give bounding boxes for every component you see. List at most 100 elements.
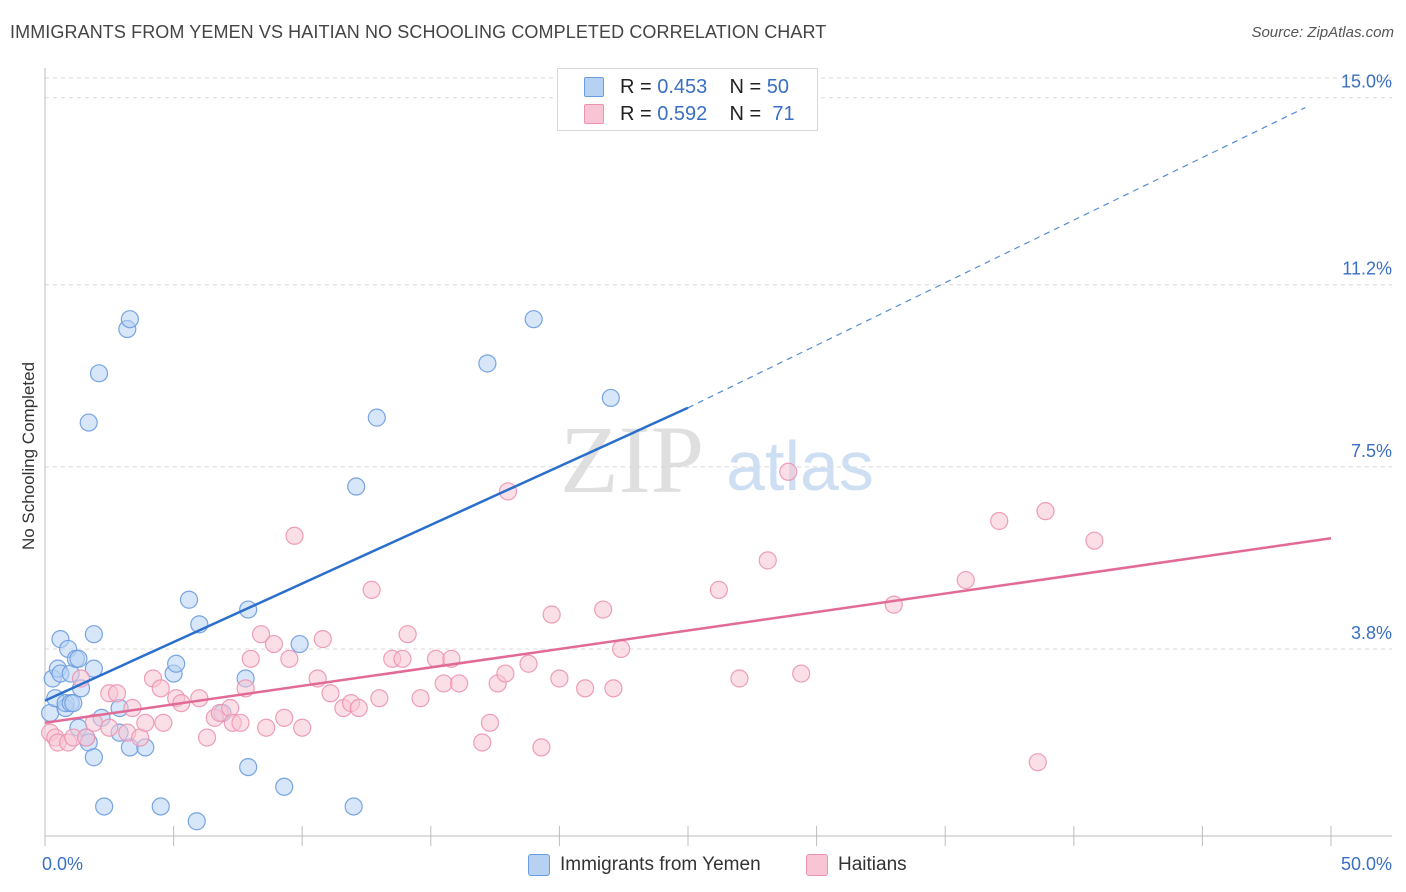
haitian-point: [473, 733, 492, 752]
haitian-point: [313, 630, 332, 649]
n-label: N =: [729, 76, 762, 98]
haitian-point: [241, 649, 260, 668]
haitian-point: [257, 718, 276, 737]
haitian-point: [231, 713, 250, 732]
y-tick-label: 15.0%: [1341, 72, 1392, 92]
haitian-point: [730, 669, 749, 688]
yemen-point: [69, 649, 88, 668]
y-axis-title: No Schooling Completed: [19, 362, 38, 550]
haitian-point: [576, 679, 595, 698]
haitian-point: [280, 649, 299, 668]
haitian-point: [264, 634, 284, 654]
points-layer: [41, 310, 1104, 831]
haitian-point: [393, 649, 412, 668]
haitian-point: [709, 580, 728, 599]
haitian-point: [496, 664, 515, 683]
r-value: 0.453: [657, 76, 708, 98]
yemen-point: [89, 364, 109, 383]
haitian-point: [107, 684, 127, 703]
haitian-point: [1028, 753, 1047, 772]
haitian-point: [1085, 531, 1104, 550]
yemen-point: [95, 797, 114, 816]
legend-item-haitians[interactable]: Haitians: [806, 852, 907, 878]
r-label: R =: [620, 76, 652, 98]
grid-layer: [45, 77, 1392, 650]
haitian-point: [604, 679, 623, 698]
haitian-point: [362, 580, 381, 599]
legend-row-yemen: R = 0.453 N = 50: [584, 75, 790, 99]
haitian-point: [285, 526, 304, 545]
haitian-point: [349, 698, 368, 718]
r-label: R =: [620, 103, 652, 125]
y-tick-label: 11.2%: [1342, 259, 1392, 279]
haitian-point: [154, 713, 173, 732]
haitian-point: [251, 625, 271, 644]
watermark-zip: ZIP: [560, 406, 704, 513]
axis-layer: [44, 68, 1392, 846]
yemen-point: [347, 477, 366, 496]
trend-layer: [44, 106, 1332, 725]
haitian-point: [221, 698, 240, 718]
haitian-point: [480, 713, 500, 732]
legend-item-yemen[interactable]: Immigrants from Yemen: [528, 852, 761, 878]
haitian-point: [190, 689, 209, 708]
yemen-point: [367, 408, 386, 427]
haitian-point: [77, 728, 96, 747]
yemen-point: [84, 748, 103, 767]
legend-label-haitians: Haitians: [838, 854, 907, 875]
haitian-point: [532, 738, 551, 757]
yemen-point: [524, 310, 543, 329]
y-tick-label: 7.5%: [1351, 441, 1392, 461]
haitian-point: [1036, 502, 1055, 521]
y-tick-label: 3.8%: [1351, 623, 1392, 643]
yemen-point: [601, 388, 620, 408]
yemen-point: [167, 654, 186, 673]
yemen-trend-extension: [687, 106, 1306, 409]
yemen-point: [64, 694, 83, 713]
haitian-point: [519, 654, 538, 673]
haitian-point: [136, 713, 155, 732]
yemen-point: [79, 413, 98, 432]
yemen-point: [120, 310, 139, 329]
n-value: 50: [766, 76, 790, 98]
haitian-point: [884, 595, 903, 614]
haitian-point: [434, 674, 453, 693]
haitian-point: [197, 728, 217, 747]
haitians-swatch: [584, 104, 604, 124]
haitian-point: [990, 511, 1009, 531]
haitian-point: [275, 708, 294, 727]
chart-title: IMMIGRANTS FROM YEMEN VS HAITIAN NO SCHO…: [10, 22, 827, 42]
haitian-point: [293, 718, 312, 737]
haitian-point: [398, 625, 417, 644]
haitian-point: [321, 684, 340, 703]
yemen-point: [478, 354, 497, 373]
haitian-point: [550, 669, 569, 688]
haitian-point: [792, 664, 811, 683]
haitians-legend-swatch: [806, 854, 828, 876]
watermark-atlas: atlas: [726, 427, 874, 505]
yemen-point: [187, 812, 206, 831]
source-label: Source: ZipAtlas.com: [1251, 24, 1394, 41]
yemen-point: [344, 797, 363, 816]
r-value: 0.592: [657, 103, 708, 125]
yemen-point: [179, 590, 199, 609]
yemen-point: [151, 797, 170, 816]
haitian-point: [758, 551, 777, 570]
haitian-point: [612, 639, 631, 659]
haitian-point: [370, 689, 389, 708]
series-legend: Immigrants from Yemen Haitians: [0, 852, 1406, 878]
haitian-point: [542, 605, 561, 624]
x-tick-label: 50.0%: [1341, 854, 1392, 874]
yemen-legend-swatch: [528, 854, 550, 876]
haitian-point: [123, 698, 142, 718]
yemen-point: [290, 634, 309, 654]
yemen-swatch: [584, 77, 604, 97]
haitian-point: [779, 462, 798, 481]
label-layer: 3.8% 7.5% 11.2% 15.0% 0.0% 50.0%: [42, 72, 1392, 874]
haitian-point: [100, 718, 119, 737]
x-tick-label: 0.0%: [42, 854, 83, 874]
haitian-trend-line: [44, 536, 1332, 725]
haitian-point: [411, 689, 430, 708]
n-value: 71: [772, 103, 795, 125]
